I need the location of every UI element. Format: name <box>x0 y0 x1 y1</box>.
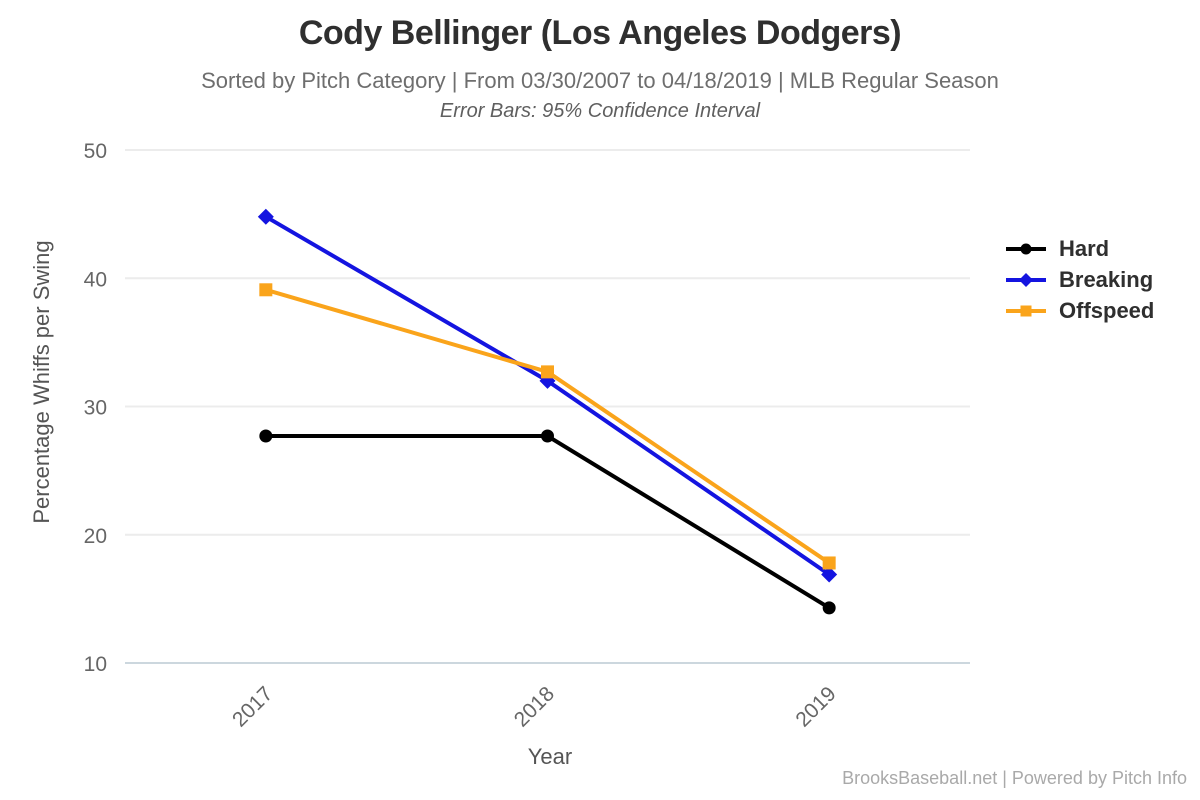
y-tick-label: 20 <box>84 525 107 548</box>
legend-label: Breaking <box>1059 266 1154 292</box>
circle-marker <box>822 601 836 615</box>
circle-marker <box>1020 243 1032 254</box>
legend-label: Hard <box>1059 235 1110 261</box>
legend-item-offspeed: Offspeed <box>1005 295 1154 326</box>
chart-subtitle: Sorted by Pitch Category | From 03/30/20… <box>201 68 999 93</box>
error-bars-note: Error Bars: 95% Confidence Interval <box>439 100 761 122</box>
x-tick-label: 2018 <box>510 682 559 731</box>
series-line-hard <box>263 433 832 610</box>
circle-marker <box>259 429 273 443</box>
chart-title: Cody Bellinger (Los Angeles Dodgers) <box>298 14 902 52</box>
y-tick-label: 50 <box>84 140 107 163</box>
series-line-breaking <box>263 214 832 577</box>
y-tick-label: 10 <box>84 653 107 676</box>
legend: Hard Breaking Offspeed <box>1005 233 1154 326</box>
y-tick-label: 40 <box>84 268 107 291</box>
diamond-marker <box>1019 272 1033 287</box>
x-axis-title: Year <box>527 744 573 769</box>
x-tick-label: 2019 <box>791 682 840 731</box>
legend-marker-diamond-icon <box>1006 272 1046 287</box>
square-marker <box>541 365 554 379</box>
square-marker <box>1020 305 1032 316</box>
y-tick-label: 30 <box>84 397 107 420</box>
square-marker <box>822 556 836 570</box>
series-line-offspeed <box>263 287 832 565</box>
diamond-marker <box>821 566 838 583</box>
square-marker <box>259 283 273 297</box>
diamond-marker <box>257 208 274 225</box>
x-tick-label: 2017 <box>228 682 277 731</box>
legend-item-hard: Hard <box>1005 233 1154 264</box>
y-axis-title: Percentage Whiffs per Swing <box>29 240 54 524</box>
legend-marker-circle-icon <box>1006 243 1046 254</box>
legend-marker-square-icon <box>1006 305 1046 316</box>
legend-label: Offspeed <box>1059 297 1155 323</box>
attribution-footer: BrooksBaseball.net | Powered by Pitch In… <box>842 768 1187 788</box>
circle-marker <box>541 429 554 443</box>
legend-item-breaking: Breaking <box>1005 264 1154 295</box>
